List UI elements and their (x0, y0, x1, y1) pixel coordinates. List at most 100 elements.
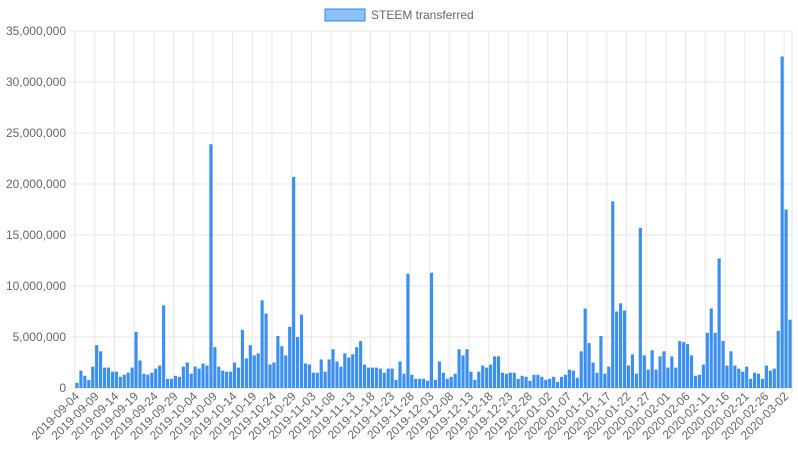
bar[interactable] (666, 367, 670, 388)
bar[interactable] (83, 375, 87, 388)
bar[interactable] (359, 341, 363, 388)
bar[interactable] (453, 373, 457, 388)
bar[interactable] (504, 373, 508, 388)
bar[interactable] (737, 368, 741, 388)
bar[interactable] (292, 176, 296, 388)
bar[interactable] (138, 360, 142, 388)
bar[interactable] (481, 365, 485, 388)
bar[interactable] (355, 347, 359, 388)
bar[interactable] (146, 374, 150, 388)
bar[interactable] (429, 272, 434, 388)
bar[interactable] (729, 351, 733, 388)
bar[interactable] (575, 377, 579, 388)
bar[interactable] (544, 379, 548, 388)
bar[interactable] (248, 345, 252, 388)
bar[interactable] (520, 375, 524, 388)
bar[interactable] (500, 372, 505, 388)
bar[interactable] (524, 376, 528, 388)
bar[interactable] (158, 365, 162, 388)
bar[interactable] (362, 364, 367, 388)
bar[interactable] (315, 372, 319, 388)
bar[interactable] (567, 369, 571, 388)
bar[interactable] (327, 359, 331, 388)
bar[interactable] (693, 375, 698, 388)
bar[interactable] (110, 371, 115, 388)
bar[interactable] (213, 347, 217, 388)
bar[interactable] (528, 380, 532, 388)
bar[interactable] (492, 356, 497, 388)
bar[interactable] (91, 366, 95, 388)
bar[interactable] (721, 341, 725, 388)
bar[interactable] (240, 329, 245, 388)
bar[interactable] (418, 378, 422, 388)
bar[interactable] (674, 367, 678, 388)
bar[interactable] (256, 353, 260, 388)
bar[interactable] (638, 227, 642, 388)
bar[interactable] (118, 376, 122, 388)
bar[interactable] (303, 363, 308, 388)
bar[interactable] (370, 367, 375, 388)
bar[interactable] (689, 355, 694, 388)
bar[interactable] (366, 367, 371, 388)
bar[interactable] (686, 344, 690, 388)
bar[interactable] (583, 308, 587, 388)
bar[interactable] (95, 345, 99, 388)
bar[interactable] (134, 331, 138, 388)
bar[interactable] (768, 370, 772, 388)
bar[interactable] (217, 366, 221, 388)
bar[interactable] (229, 371, 233, 388)
bar[interactable] (142, 373, 146, 388)
bar[interactable] (477, 371, 481, 388)
bar[interactable] (473, 379, 477, 388)
bar[interactable] (508, 372, 512, 388)
bar[interactable] (209, 144, 213, 388)
bar[interactable] (185, 362, 189, 389)
bar[interactable] (563, 374, 568, 388)
bar[interactable] (749, 378, 753, 388)
bar[interactable] (106, 367, 111, 388)
bar[interactable] (433, 379, 438, 388)
bar[interactable] (496, 356, 501, 388)
bar[interactable] (697, 374, 701, 388)
bar[interactable] (733, 365, 737, 388)
bar[interactable] (559, 376, 564, 388)
bar[interactable] (150, 372, 154, 388)
bar[interactable] (343, 353, 347, 388)
bar[interactable] (756, 373, 761, 388)
bar[interactable] (394, 379, 398, 388)
bar[interactable] (299, 314, 304, 388)
bar[interactable] (745, 366, 749, 388)
bar[interactable] (154, 368, 158, 388)
bar[interactable] (406, 273, 410, 388)
bar[interactable] (398, 361, 402, 388)
bar[interactable] (780, 56, 784, 389)
bar[interactable] (772, 368, 776, 388)
bar[interactable] (331, 349, 335, 388)
bar[interactable] (252, 355, 256, 388)
bar[interactable] (587, 343, 591, 388)
bar[interactable] (162, 305, 166, 388)
bar[interactable] (725, 365, 729, 388)
bar[interactable] (670, 356, 674, 388)
bar[interactable] (335, 361, 339, 388)
bar[interactable] (99, 351, 103, 388)
bar[interactable] (634, 373, 638, 388)
bar[interactable] (760, 378, 765, 388)
bar[interactable] (571, 370, 575, 388)
bar[interactable] (485, 367, 489, 388)
bar[interactable] (595, 372, 599, 388)
bar[interactable] (461, 355, 465, 388)
bar[interactable] (441, 372, 445, 388)
bar[interactable] (102, 367, 107, 388)
bar[interactable] (390, 368, 394, 388)
bar[interactable] (591, 362, 595, 389)
bar[interactable] (426, 380, 430, 388)
bar[interactable] (516, 378, 520, 388)
bar[interactable] (552, 376, 556, 388)
bar[interactable] (705, 332, 709, 388)
bar[interactable] (449, 376, 453, 388)
bar[interactable] (437, 361, 441, 388)
bar[interactable] (201, 363, 205, 388)
bar[interactable] (386, 368, 390, 388)
bar[interactable] (193, 366, 197, 388)
